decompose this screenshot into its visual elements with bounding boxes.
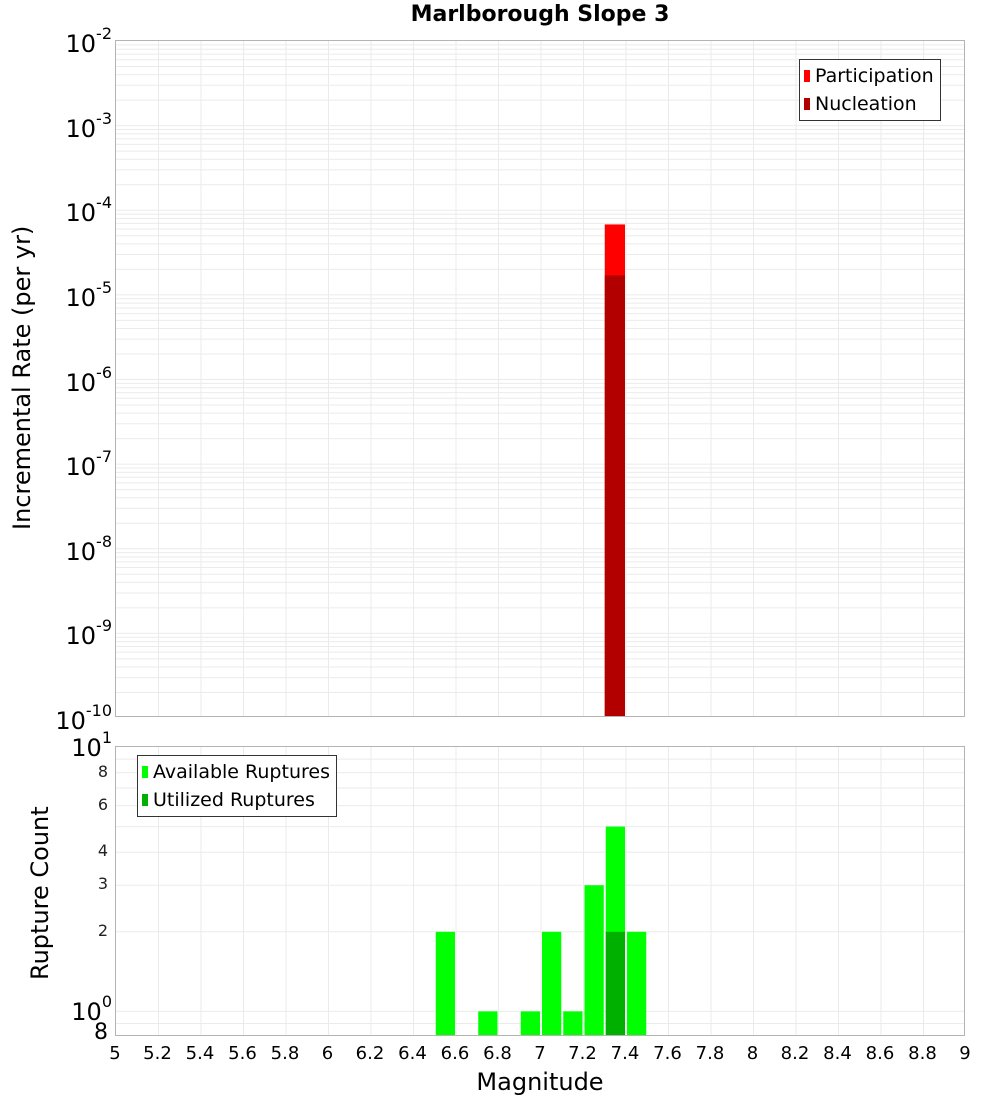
- y-minor-tick-label: 2: [97, 920, 108, 940]
- x-tick-label: 8.2: [780, 1043, 810, 1064]
- nucleation-swatch-icon: [804, 98, 810, 110]
- x-tick-label: 7.6: [653, 1043, 682, 1064]
- x-tick-label: 5: [109, 1043, 121, 1064]
- y-axis-title-count: Rupture Count: [26, 806, 54, 980]
- legend-item-nucleation: Nucleation: [804, 90, 934, 118]
- y-tick-label: 10-3: [65, 108, 113, 143]
- x-tick-label: 8: [746, 1043, 759, 1064]
- y-tick-label: 10-6: [65, 362, 113, 397]
- x-tick-label: 7: [534, 1043, 546, 1064]
- x-tick-label: 7.8: [695, 1043, 725, 1064]
- legend-item-utilized: Utilized Ruptures: [142, 786, 330, 814]
- nucleation-bar: [604, 275, 625, 716]
- y-tick-label: 10-10: [55, 701, 112, 735]
- x-tick-label: 8.4: [823, 1043, 852, 1064]
- x-tick-label: 6.4: [398, 1043, 427, 1064]
- y-minor-tick-label: 6: [97, 794, 108, 814]
- y-minor-tick-label: 8: [94, 1020, 108, 1045]
- x-tick-label: 6.8: [483, 1043, 512, 1064]
- y-tick-label: 10-2: [65, 24, 113, 58]
- y-tick-label: 10-8: [65, 531, 113, 566]
- rupture-legend: Available Ruptures Utilized Ruptures: [137, 755, 337, 817]
- available-ruptures-bar: [563, 1011, 583, 1035]
- y-minor-tick-label: 3: [97, 874, 108, 894]
- x-tick-label: 8.6: [865, 1043, 895, 1064]
- available-ruptures-bar: [542, 931, 562, 1035]
- x-tick-label: 5.2: [143, 1043, 172, 1064]
- y-tick-label: 10-7: [65, 447, 113, 482]
- legend-item-available: Available Ruptures: [142, 758, 330, 786]
- available-ruptures-bar: [478, 1011, 498, 1035]
- x-tick-label: 6.6: [440, 1043, 470, 1064]
- x-tick-label: 5.4: [185, 1043, 215, 1064]
- y-tick-label: 100: [71, 992, 112, 1027]
- x-tick-label: 6.2: [355, 1043, 385, 1064]
- rupture-count-plot: Available Ruptures Utilized Ruptures: [115, 746, 965, 1036]
- participation-swatch-icon: [804, 70, 810, 82]
- y-tick-label: 10-5: [65, 277, 113, 312]
- y-tick-label: 101: [71, 728, 112, 762]
- available-ruptures-bar: [584, 885, 604, 1035]
- x-axis-title: Magnitude: [476, 1068, 604, 1096]
- utilized-ruptures-bar: [605, 931, 625, 1035]
- legend-label: Utilized Ruptures: [153, 789, 315, 811]
- y-minor-tick-label: 8: [97, 761, 108, 781]
- available-ruptures-bar: [520, 1011, 540, 1035]
- y-tick-label: 10-9: [65, 616, 113, 651]
- utilized-swatch-icon: [142, 794, 148, 806]
- x-tick-label: 8.8: [908, 1043, 937, 1064]
- incremental-rate-plot: Participation Nucleation: [115, 40, 965, 717]
- y-axis-title-rate: Incremental Rate (per yr): [8, 225, 36, 530]
- x-tick-label: 5.6: [228, 1043, 257, 1064]
- x-tick-label: 7.4: [610, 1043, 640, 1064]
- y-minor-tick-label: 4: [97, 841, 108, 861]
- legend-item-participation: Participation: [804, 62, 934, 90]
- y-tick-label: 10-4: [65, 193, 113, 228]
- x-tick-label: 6: [321, 1043, 334, 1064]
- available-ruptures-bar: [627, 931, 647, 1035]
- x-tick-label: 9: [959, 1043, 971, 1064]
- legend-label: Participation: [815, 65, 934, 87]
- chart-title: Marlborough Slope 3: [410, 2, 670, 27]
- legend-label: Nucleation: [815, 93, 917, 115]
- incremental-rate-bars: [116, 41, 964, 716]
- rate-legend: Participation Nucleation: [799, 59, 941, 121]
- available-ruptures-bar: [435, 931, 455, 1035]
- x-tick-label: 7.2: [568, 1043, 597, 1064]
- legend-label: Available Ruptures: [153, 761, 330, 783]
- available-swatch-icon: [142, 766, 148, 778]
- x-tick-label: 5.8: [270, 1043, 300, 1064]
